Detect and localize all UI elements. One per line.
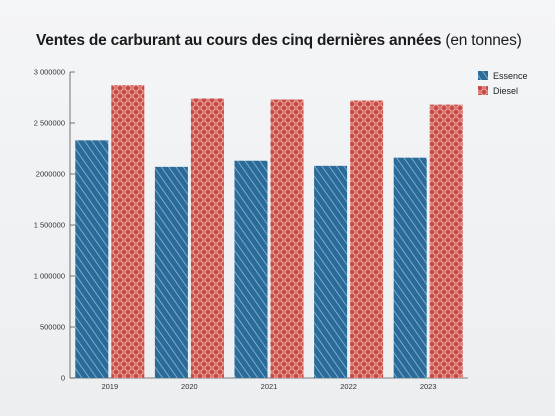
chart-title-unit: (en tonnes) (445, 32, 522, 49)
bar-diesel-2019 (111, 85, 145, 378)
x-tick-label: 2023 (420, 382, 437, 391)
bar-essence-2022 (314, 165, 348, 378)
legend-label-diesel: Diesel (493, 86, 518, 96)
legend-label-essence: Essence (493, 71, 528, 81)
x-tick-label: 2020 (181, 382, 198, 391)
bar-essence-2021 (234, 160, 268, 378)
bar-essence-2020 (154, 166, 188, 378)
bar-diesel-2022 (350, 100, 384, 378)
bar-diesel-2021 (270, 99, 304, 378)
y-tick-label: 2000000 (36, 170, 65, 179)
y-tick-label: 3 000000 (34, 68, 65, 77)
chart-title: Ventes de carburant au cours des cinq de… (36, 32, 522, 50)
legend-swatch-diesel (478, 86, 488, 95)
bar-diesel-2023 (429, 104, 463, 378)
y-tick-label: 2 500000 (34, 119, 65, 128)
bar-essence-2023 (393, 157, 427, 378)
x-tick-label: 2022 (340, 382, 357, 391)
y-tick-label: 0 (61, 374, 65, 383)
x-tick-label: 2021 (261, 382, 278, 391)
y-tick-label: 1 000000 (34, 272, 65, 281)
bar-diesel-2020 (190, 98, 224, 379)
y-tick-label: 1 500000 (34, 221, 65, 230)
x-tick-label: 2019 (101, 382, 118, 391)
legend-swatch-essence (478, 71, 488, 80)
chart-title-main: Ventes de carburant au cours des cinq de… (36, 32, 442, 49)
y-tick-label: 500000 (40, 323, 65, 332)
bar-essence-2019 (75, 140, 109, 378)
